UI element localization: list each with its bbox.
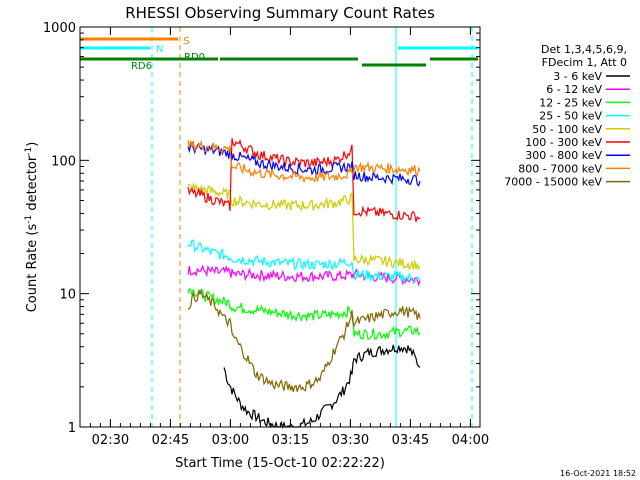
series-line-5: [187, 138, 421, 222]
x-axis-label: Start Time (15-Oct-10 02:22:22): [175, 456, 385, 471]
state-bars: S N RD6 RD0: [80, 36, 478, 72]
y-tick-label-2: 100: [51, 154, 76, 169]
series-line-7: [187, 139, 421, 184]
legend-label-7: 800 - 7000 keV: [518, 162, 602, 175]
y-tick-label-3: 1000: [43, 21, 76, 36]
legend-label-6: 300 - 800 keV: [525, 149, 602, 162]
series-lines: [187, 138, 421, 430]
vertical-markers: [79, 27, 473, 427]
series-line-2: [187, 287, 421, 341]
series-line-3: [187, 239, 421, 285]
x-axis-ticks: 02:30 02:45 03:00 03:15 03:30 03:45 04:00: [89, 27, 489, 448]
legend-label-0: 3 - 6 keV: [553, 70, 602, 83]
x-tick-label-6: 04:00: [452, 433, 489, 448]
legend: Det 1,3,4,5,6,9, FDecim 1, Att 0 3 - 6 k…: [504, 43, 630, 189]
legend-header-line-2: FDecim 1, Att 0: [542, 56, 627, 69]
x-tick-label-0: 02:30: [92, 433, 129, 448]
x-tick-label-4: 03:30: [332, 433, 369, 448]
y-tick-label-1: 10: [59, 288, 76, 303]
x-tick-label-1: 02:45: [152, 433, 189, 448]
series-line-1: [187, 264, 421, 287]
legend-label-8: 7000 - 15000 keV: [504, 176, 602, 189]
x-tick-label-2: 03:00: [212, 433, 249, 448]
legend-label-5: 100 - 300 keV: [525, 136, 602, 149]
state-label-rd6: RD6: [131, 61, 152, 72]
x-tick-label-5: 03:45: [392, 433, 429, 448]
x-tick-label-3: 03:15: [272, 433, 309, 448]
series-line-4: [187, 181, 421, 272]
y-tick-label-0: 1: [68, 421, 76, 436]
state-label-s: S: [183, 36, 189, 47]
series-line-6: [187, 141, 421, 187]
legend-label-2: 12 - 25 keV: [539, 96, 602, 109]
series-line-8: [187, 289, 421, 392]
y-axis-ticks: 1 10 100 1000: [43, 21, 480, 436]
legend-label-1: 6 - 12 keV: [546, 83, 602, 96]
legend-header-line-1: Det 1,3,4,5,6,9,: [541, 43, 627, 56]
y-axis-label: Count Rate (s-1 detector-1): [24, 142, 40, 313]
series-line-0: [223, 344, 421, 430]
legend-label-3: 25 - 50 keV: [539, 110, 602, 123]
footer-timestamp: 16-Oct-2021 18:52: [560, 469, 636, 478]
chart-title: RHESSI Observing Summary Count Rates: [125, 4, 435, 22]
legend-label-4: 50 - 100 keV: [532, 123, 602, 136]
state-label-rd0: RD0: [184, 52, 205, 63]
state-label-n: N: [156, 44, 163, 55]
